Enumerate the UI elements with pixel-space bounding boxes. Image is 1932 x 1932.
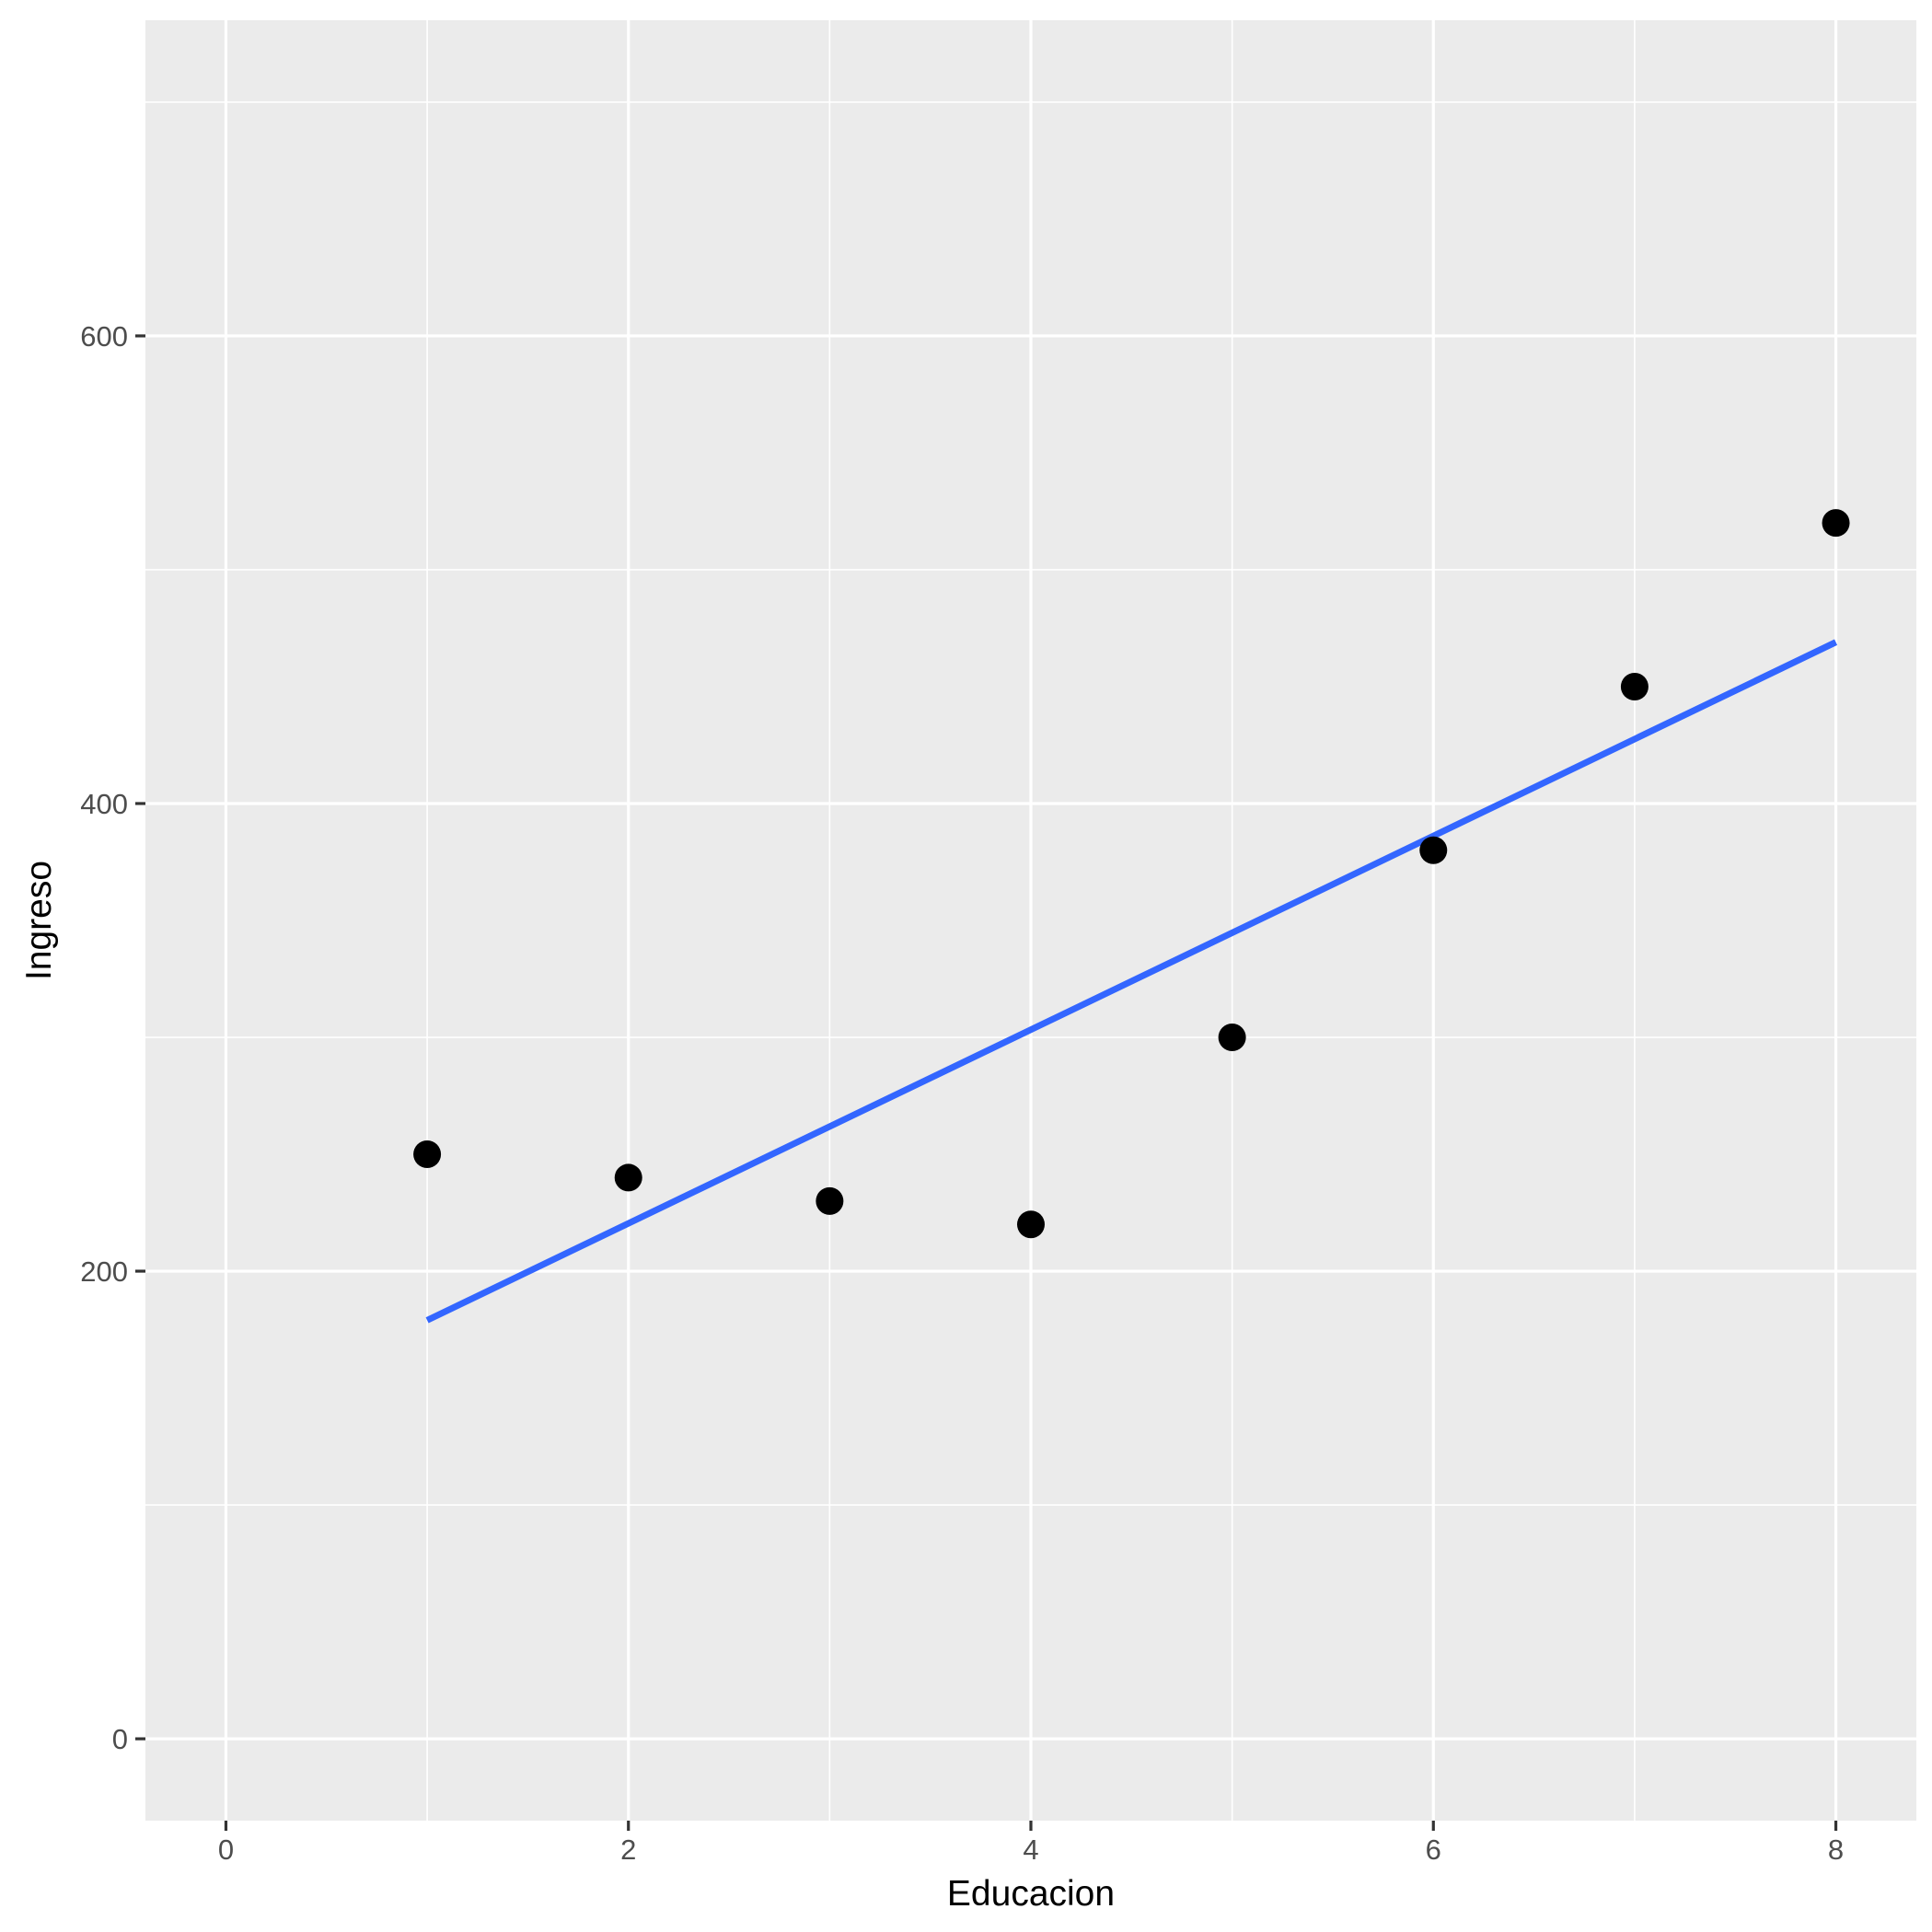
data-point	[1419, 836, 1448, 864]
x-axis-title: Educacion	[947, 1874, 1115, 1914]
y-tick-label: 400	[80, 788, 128, 820]
data-point	[1017, 1210, 1045, 1239]
regression-line	[425, 639, 1838, 1324]
y-axis-title: Ingreso	[19, 861, 59, 980]
y-tick-label: 600	[80, 320, 128, 353]
data-point	[1218, 1024, 1246, 1052]
y-tick-label: 200	[80, 1255, 128, 1288]
x-tick-label: 6	[1426, 1834, 1441, 1866]
data-point	[413, 1140, 442, 1169]
x-tick-label: 4	[1023, 1834, 1038, 1866]
fit-line-layer	[425, 639, 1838, 1324]
y-tick-label: 0	[112, 1723, 128, 1755]
x-tick-label: 0	[218, 1834, 234, 1866]
data-point	[816, 1186, 844, 1215]
axes: 0 200 400 600 0 2 4 6 8	[80, 320, 1844, 1866]
x-tick-label: 8	[1828, 1834, 1844, 1866]
data-points	[413, 509, 1850, 1239]
data-point	[1620, 672, 1649, 700]
data-point	[614, 1163, 642, 1192]
data-point	[1822, 509, 1850, 538]
x-tick-label: 2	[620, 1834, 636, 1866]
grid-lines	[145, 20, 1916, 1821]
